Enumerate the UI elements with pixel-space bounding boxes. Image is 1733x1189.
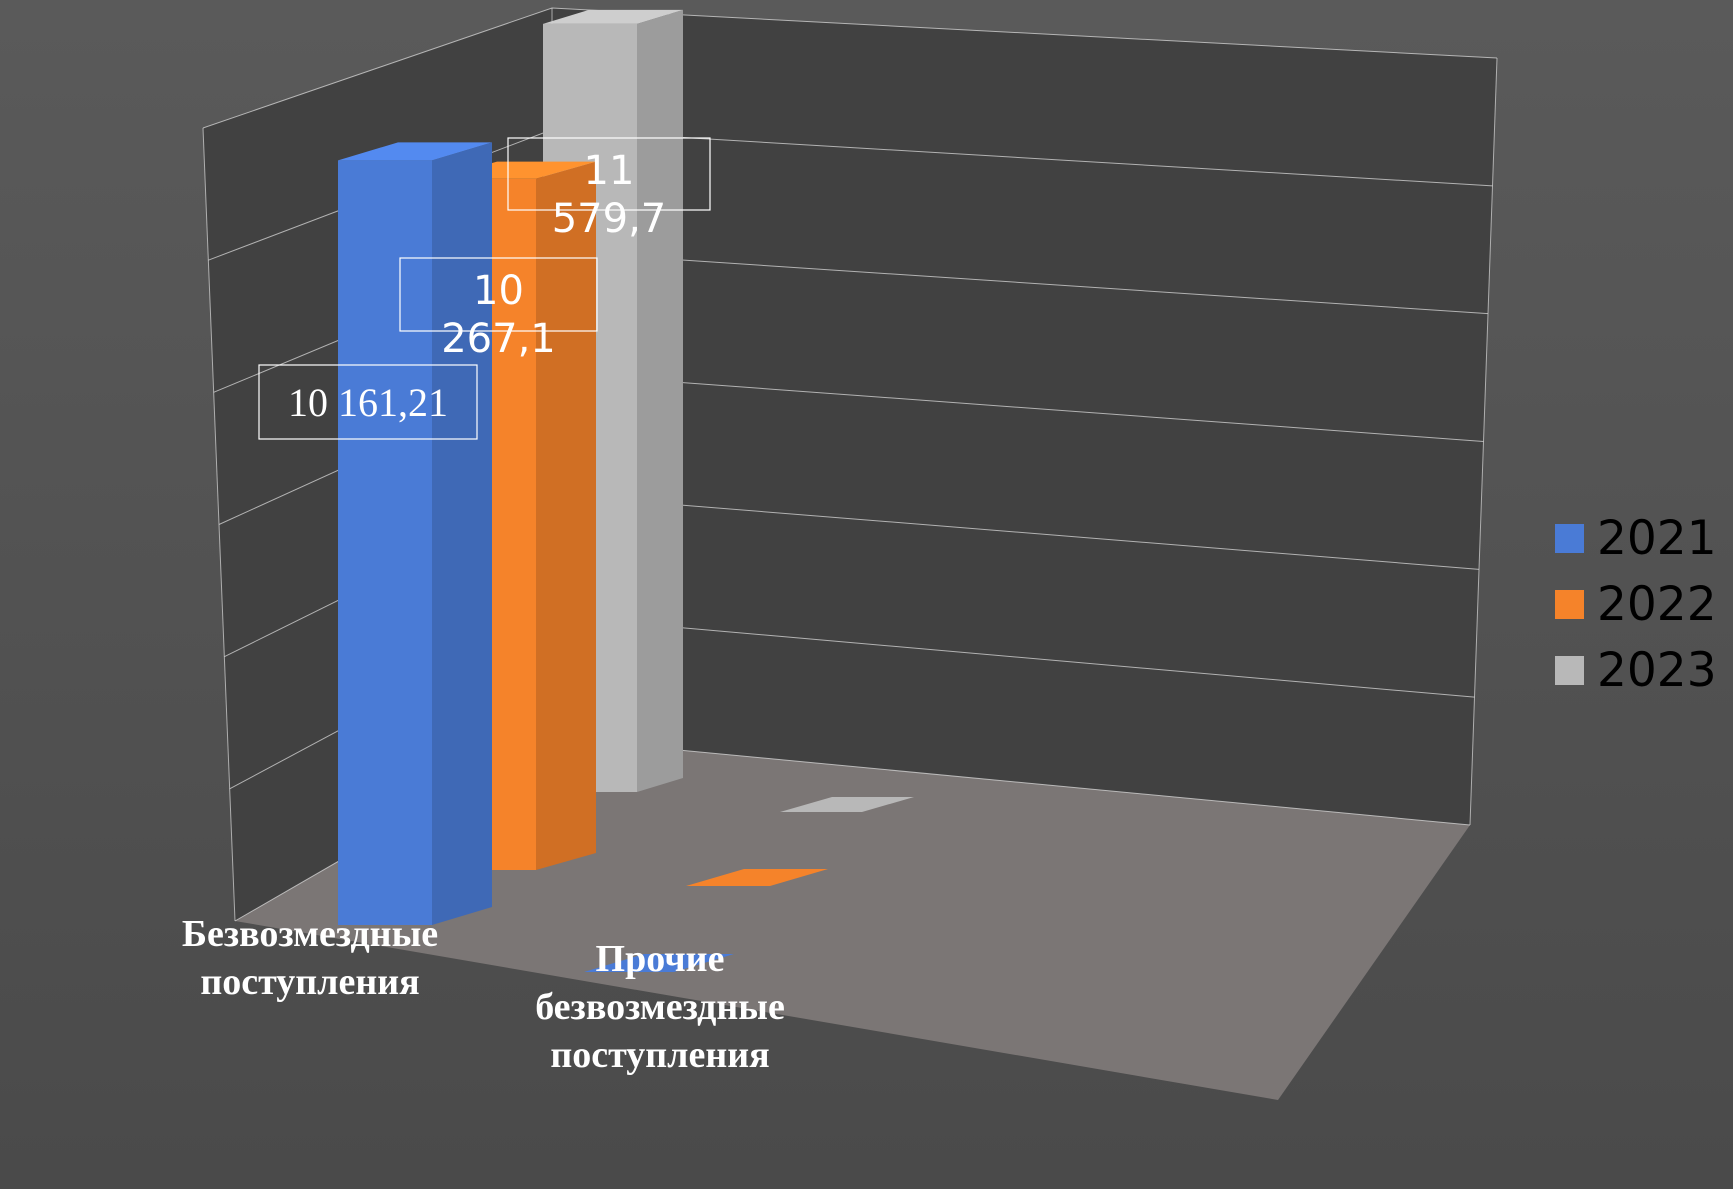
bar-2021-cat1-side <box>432 142 492 925</box>
bar-2021-cat1 <box>338 160 432 925</box>
data-label-box-2022 <box>399 257 598 332</box>
data-label-2022: 10 267,1 <box>441 268 556 362</box>
legend-label-2021: 2021 <box>1597 510 1717 566</box>
bar-2022-cat1-side <box>536 161 596 870</box>
right-wall-edge <box>1469 57 1498 826</box>
bar-2023-cat1-top <box>543 9 683 24</box>
bar-2023-cat1-side <box>637 9 683 793</box>
legend-swatch-2021 <box>1555 523 1584 553</box>
left-wall-edge <box>202 127 236 922</box>
legend-label-2023: 2023 <box>1597 642 1717 698</box>
data-label-box-2021 <box>258 364 478 440</box>
bar-2023-cat2 <box>780 797 914 812</box>
legend-swatch-2022 <box>1555 589 1584 619</box>
category-label-2: Прочие безвозмездные поступления <box>535 938 785 1076</box>
legend-item-2022: 2022 <box>1555 571 1730 637</box>
data-label-2021: 10 161,21 <box>288 380 448 425</box>
data-label-box-2023 <box>507 137 711 211</box>
legend-swatch-2023 <box>1555 655 1584 685</box>
category-label-1: Безвозмездные поступления <box>181 913 439 1003</box>
bar-2022-cat2 <box>686 869 828 886</box>
legend-item-2023: 2023 <box>1555 637 1730 703</box>
data-label-2023: 11 579,7 <box>552 148 667 242</box>
legend-label-2022: 2022 <box>1597 576 1717 632</box>
back-wall <box>552 8 1497 825</box>
legend-item-2021: 2021 <box>1555 505 1730 571</box>
legend: 2021 2022 2023 <box>1555 505 1730 703</box>
bar-2021-cat2 <box>584 954 734 972</box>
bar-2021-cat1-top <box>338 142 492 161</box>
